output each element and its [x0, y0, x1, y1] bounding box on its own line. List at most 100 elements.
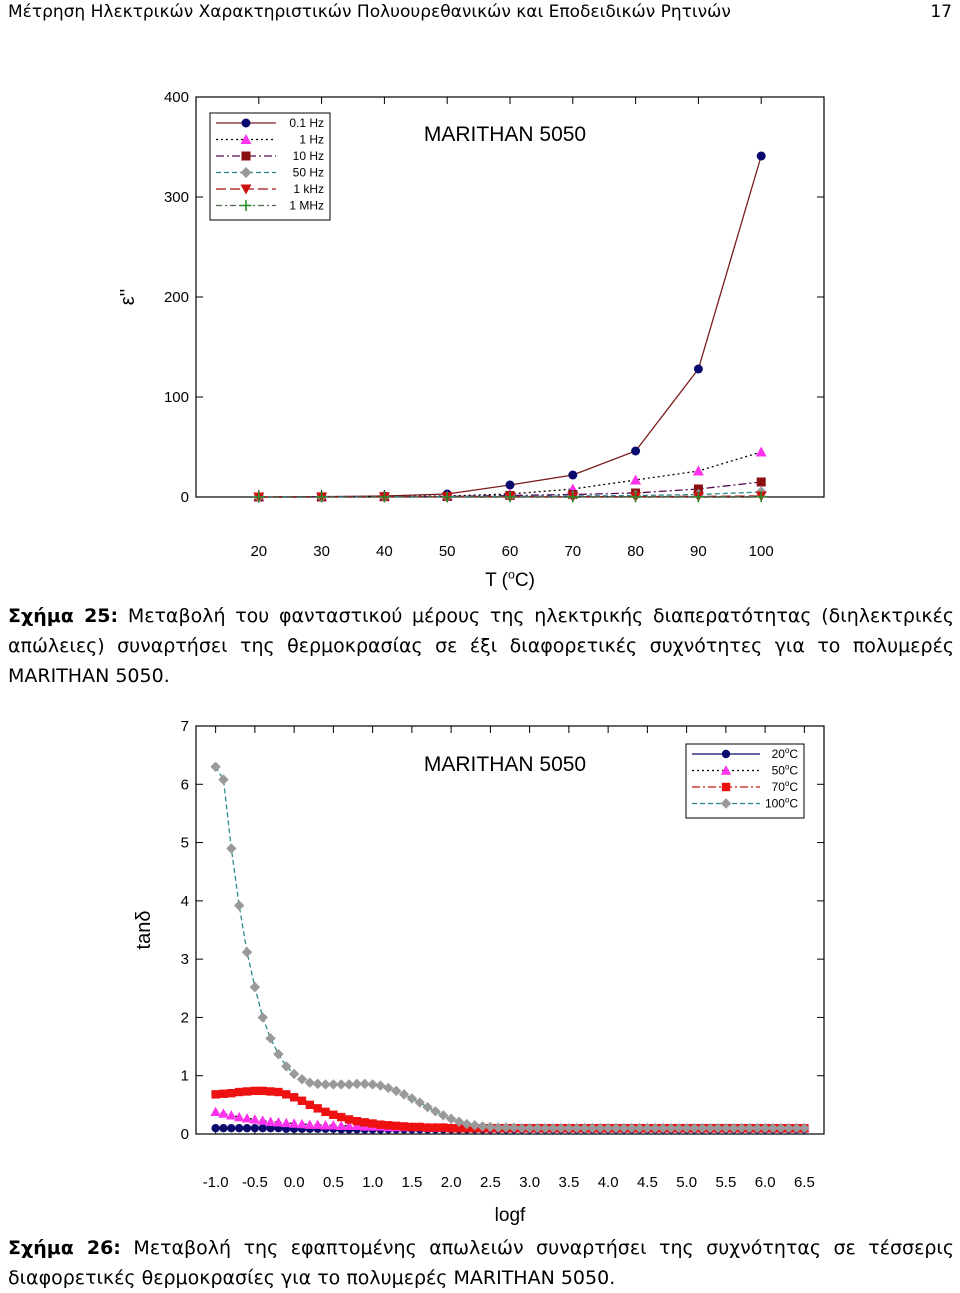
data-point	[242, 947, 252, 957]
data-point	[265, 1033, 275, 1043]
data-point	[345, 1115, 353, 1123]
figure-26-caption-text: Μεταβολή της εφαπτομένης απωλειών συναρτ…	[8, 1237, 954, 1289]
x-tick-label: 2.5	[480, 1174, 501, 1191]
legend-label: 1 kHz	[293, 182, 324, 196]
legend-label: 50 Hz	[293, 166, 324, 180]
data-point	[376, 1120, 384, 1128]
data-point	[234, 900, 244, 910]
legend-marker	[242, 152, 251, 161]
data-point	[259, 1124, 267, 1132]
x-tick-label: -0.5	[242, 1174, 268, 1191]
data-point	[447, 1124, 455, 1132]
data-point	[353, 1117, 361, 1125]
page-number: 17	[930, 2, 952, 22]
y-axis-label: tanδ	[133, 911, 155, 950]
figure-26-caption: Σχήμα 26: Μεταβολή της εφαπτομένης απωλε…	[8, 1233, 954, 1293]
y-tick-label: 7	[181, 718, 189, 735]
data-point	[416, 1123, 424, 1131]
data-point	[694, 365, 703, 374]
x-tick-label: 50	[439, 543, 456, 560]
chart-title: MARITHAN 5050	[424, 123, 586, 146]
x-tick-label: 3.5	[558, 1174, 579, 1191]
data-point	[227, 1089, 235, 1097]
x-tick-label: 40	[376, 543, 393, 560]
x-tick-label: 4.5	[637, 1174, 658, 1191]
data-point	[251, 1124, 259, 1132]
data-point	[251, 1087, 259, 1095]
data-point	[367, 1079, 377, 1089]
data-point	[337, 1113, 345, 1121]
data-point	[258, 1115, 268, 1124]
legend-label: 100oC	[765, 796, 798, 811]
x-tick-label: 100	[749, 543, 774, 560]
data-point	[384, 1121, 392, 1129]
y-tick-label: 200	[164, 289, 189, 306]
data-point	[408, 1123, 416, 1131]
data-point	[400, 1122, 408, 1130]
data-point	[258, 1012, 268, 1022]
x-tick-label: 3.0	[519, 1174, 540, 1191]
data-point	[243, 1087, 251, 1095]
legend-marker	[722, 750, 730, 758]
figure-25-caption-label: Σχήμα 25:	[8, 605, 118, 627]
data-point	[274, 1088, 282, 1096]
data-point	[423, 1123, 431, 1131]
data-point	[266, 1087, 274, 1095]
series-line	[216, 767, 805, 1128]
x-tick-label: 2.0	[441, 1174, 462, 1191]
data-point	[227, 1124, 235, 1132]
x-axis-label: logf	[495, 1205, 526, 1226]
data-point	[210, 1107, 220, 1116]
y-tick-label: 3	[181, 951, 189, 968]
x-tick-label: 5.0	[676, 1174, 697, 1191]
data-point	[321, 1108, 329, 1116]
data-point	[243, 1124, 251, 1132]
data-point	[242, 1113, 252, 1122]
data-point	[290, 1093, 298, 1101]
data-point	[259, 1087, 267, 1095]
data-point	[219, 1124, 227, 1132]
legend-marker	[722, 783, 730, 791]
x-tick-label: 80	[627, 543, 644, 560]
x-tick-label: 5.5	[715, 1174, 736, 1191]
data-point	[693, 466, 704, 476]
data-point	[297, 1119, 307, 1128]
legend-label: 0.1 Hz	[289, 116, 324, 130]
figure-26-caption-label: Σχήμα 26:	[8, 1237, 121, 1259]
data-point	[757, 478, 766, 487]
y-tick-label: 5	[181, 835, 189, 852]
x-tick-label: 60	[502, 543, 519, 560]
x-tick-label: 6.0	[755, 1174, 776, 1191]
data-point	[568, 471, 577, 480]
y-tick-label: 6	[181, 776, 189, 793]
chart-title: MARITHAN 5050	[424, 753, 586, 776]
data-point	[431, 1123, 439, 1131]
y-tick-label: 4	[181, 893, 189, 910]
data-point	[329, 1111, 337, 1119]
data-point	[218, 1108, 228, 1117]
x-tick-label: -1.0	[203, 1174, 229, 1191]
data-point	[368, 1119, 376, 1127]
data-point	[219, 1090, 227, 1098]
data-point	[226, 1110, 236, 1119]
data-point	[218, 774, 228, 784]
data-point	[282, 1090, 290, 1098]
data-point	[756, 447, 767, 457]
y-axis-label: ε''	[117, 289, 139, 306]
data-point	[312, 1119, 322, 1128]
data-point	[306, 1101, 314, 1109]
data-point	[361, 1118, 369, 1126]
data-point	[631, 447, 640, 456]
legend-label: 1 MHz	[289, 199, 324, 213]
data-point	[506, 481, 515, 490]
x-tick-label: 30	[313, 543, 330, 560]
x-tick-label: 1.0	[362, 1174, 383, 1191]
legend-label: 20oC	[772, 746, 799, 761]
legend-label: 50oC	[772, 763, 799, 778]
data-point	[210, 762, 220, 772]
x-tick-label: 20	[250, 543, 267, 560]
data-point	[226, 843, 236, 853]
data-point	[298, 1097, 306, 1105]
